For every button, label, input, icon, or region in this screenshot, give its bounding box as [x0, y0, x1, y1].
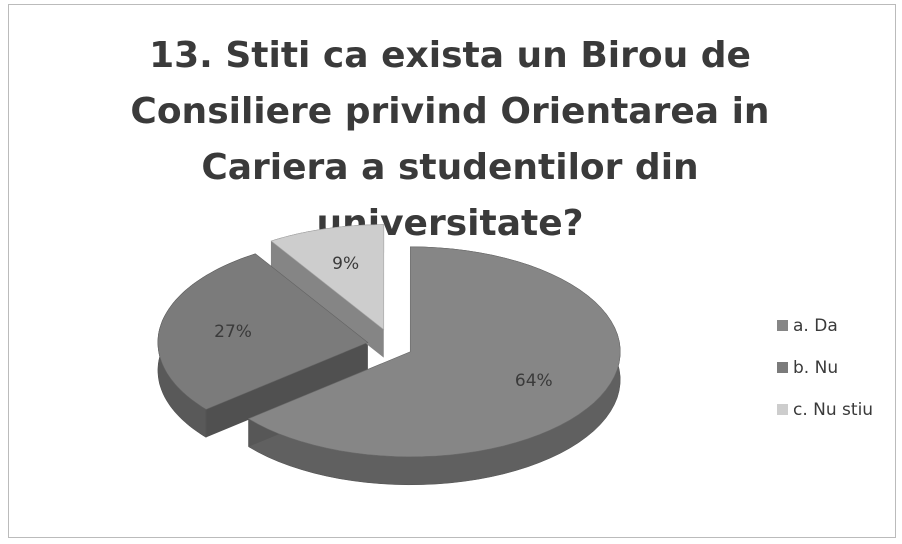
legend-swatch: [777, 320, 788, 331]
legend-swatch: [777, 404, 788, 415]
data-label: 64%: [515, 371, 553, 391]
slice-wall: [271, 224, 384, 358]
data-label: 9%: [332, 254, 359, 274]
chart-frame: [8, 4, 896, 538]
slice: [270, 224, 385, 331]
legend-label: a. Da: [793, 316, 838, 336]
legend-label: c. Nu stiu: [793, 400, 873, 420]
legend-label: b. Nu: [793, 358, 838, 378]
legend-swatch: [777, 362, 788, 373]
slice: [247, 246, 621, 458]
slice: [157, 253, 369, 410]
data-label: 27%: [214, 322, 252, 342]
